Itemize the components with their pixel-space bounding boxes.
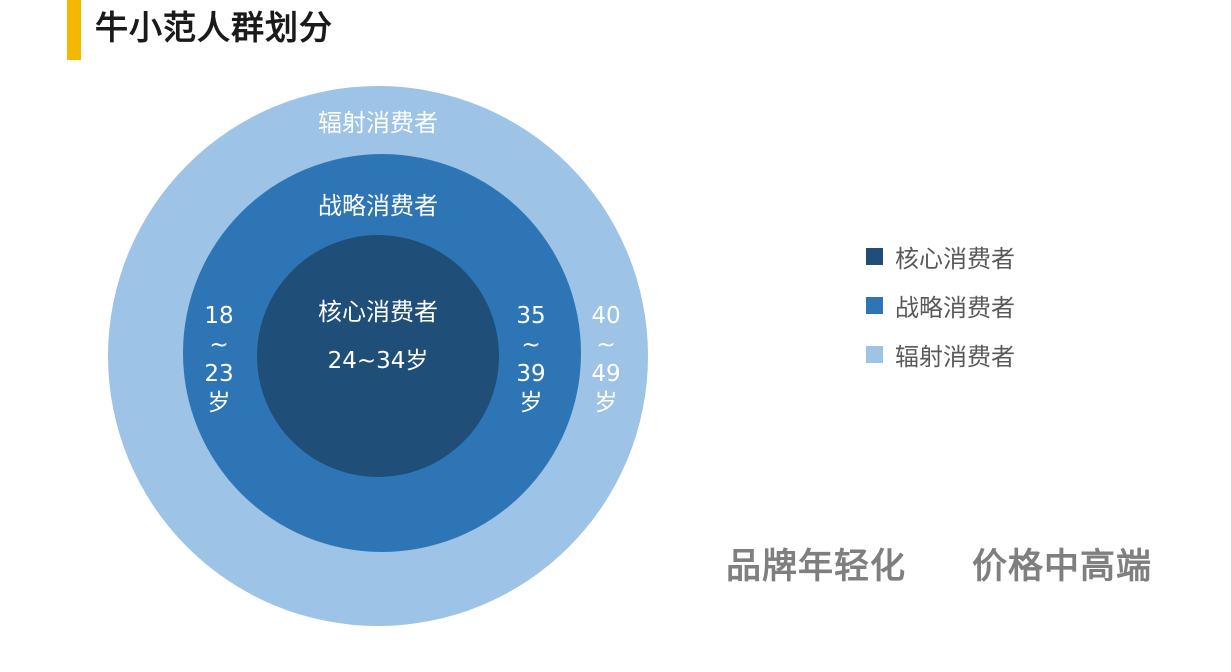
legend-swatch: [866, 248, 883, 265]
ring-label-core: 核心消费者: [318, 298, 438, 326]
age-text: 岁: [519, 390, 543, 416]
age-text: ~: [209, 332, 229, 358]
legend-label: 核心消费者: [895, 245, 1015, 273]
legend-swatch: [866, 346, 883, 363]
strategic-age-right: 35 ~ 39 岁: [506, 302, 556, 418]
age-text: ~: [521, 332, 541, 358]
age-text: 23: [204, 361, 234, 387]
legend-item-radiating: 辐射消费者: [866, 330, 1015, 379]
age-text: 40: [591, 303, 621, 329]
legend-item-core: 核心消费者: [866, 232, 1015, 281]
radiating-age-right: 40 ~ 49 岁: [581, 302, 631, 418]
ring-inner-core: [257, 235, 499, 477]
slogan-price-premium: 价格中高端: [972, 547, 1153, 587]
age-text: 18: [204, 303, 234, 329]
core-age-range: 24~34岁: [327, 348, 429, 374]
page-title: 牛小范人群划分: [95, 8, 333, 47]
age-text: 35: [516, 303, 546, 329]
legend-item-strategic: 战略消费者: [866, 281, 1015, 330]
ring-label-radiating: 辐射消费者: [318, 109, 438, 137]
age-text: 39: [516, 361, 546, 387]
legend-label: 辐射消费者: [895, 343, 1015, 371]
slogan-brand-youth: 品牌年轻化: [726, 547, 907, 587]
ring-label-strategic: 战略消费者: [318, 192, 438, 220]
age-text: 岁: [207, 390, 231, 416]
legend-label: 战略消费者: [895, 294, 1015, 322]
strategic-age-left: 18 ~ 23 岁: [194, 302, 244, 418]
age-text: 岁: [594, 390, 618, 416]
age-text: 49: [591, 361, 621, 387]
age-text: ~: [596, 332, 616, 358]
legend: 核心消费者 战略消费者 辐射消费者: [866, 232, 1015, 379]
title-accent-bar: [67, 0, 81, 60]
legend-swatch: [866, 297, 883, 314]
